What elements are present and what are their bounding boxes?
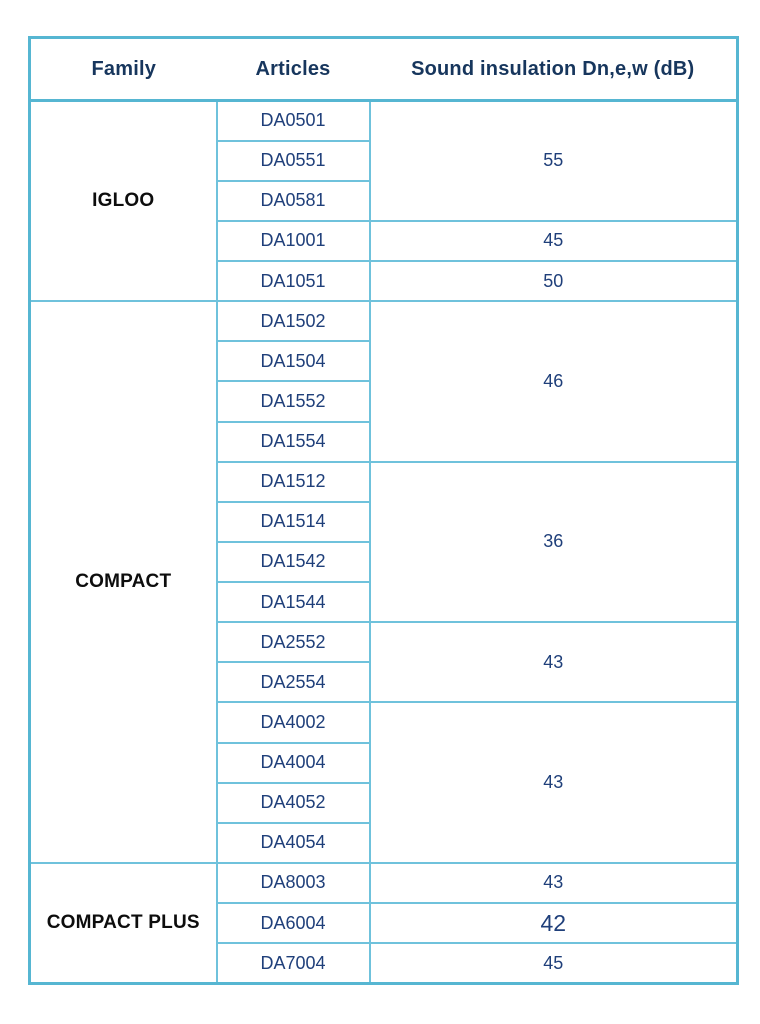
article-cell: DA1512 bbox=[215, 460, 371, 503]
table-row: DA1514 bbox=[30, 500, 738, 543]
article-cell: DA1552 bbox=[215, 380, 371, 423]
table-row: DA4004 bbox=[30, 741, 738, 784]
table-row: COMPACT PLUS DA8003 43 bbox=[28, 861, 739, 985]
article-cell: DA4052 bbox=[215, 781, 371, 824]
insulation-value-cell: 46 bbox=[368, 300, 739, 463]
article-cell: DA1542 bbox=[215, 540, 371, 584]
article-cell: DA7004 bbox=[215, 942, 371, 985]
article-cell: DA4004 bbox=[215, 741, 371, 784]
article-cell: DA1502 bbox=[215, 300, 371, 343]
table-row: DA2554 bbox=[30, 661, 738, 704]
insulation-value-cell: 43 bbox=[368, 621, 739, 704]
article-cell: DA0581 bbox=[215, 179, 371, 222]
article-cell: DA4054 bbox=[215, 821, 371, 864]
table-row: DA1554 bbox=[30, 420, 738, 463]
article-cell: DA1504 bbox=[215, 340, 371, 383]
insulation-value-cell: 42 bbox=[368, 901, 739, 945]
table-header: Family Articles Sound insulation Dn,e,w … bbox=[29, 37, 738, 102]
article-cell: DA2552 bbox=[215, 621, 371, 664]
article-cell: DA1001 bbox=[215, 219, 371, 263]
insulation-value-cell: 45 bbox=[368, 942, 739, 985]
table-row: DA4052 bbox=[30, 781, 738, 824]
col-header-family: Family bbox=[29, 37, 217, 102]
table-row: DA1051 50 bbox=[30, 259, 739, 303]
article-cell: DA2554 bbox=[215, 661, 371, 704]
header-row: Family Articles Sound insulation Dn,e,w … bbox=[29, 37, 738, 102]
family-cell-compact-plus: COMPACT PLUS bbox=[28, 861, 218, 985]
table-body: IGLOO DA0501 55 DA0551 DA0581 DA1001 45 DA1051 5… bbox=[28, 99, 739, 985]
insulation-value-cell: 55 bbox=[368, 99, 739, 222]
table-row: DA2552 43 bbox=[30, 621, 739, 704]
table-row: COMPACT DA1502 46 bbox=[28, 300, 739, 864]
article-cell: DA8003 bbox=[215, 861, 371, 905]
col-header-sound-insulation: Sound insulation Dn,e,w (dB) bbox=[369, 37, 738, 102]
article-cell: DA0501 bbox=[215, 99, 371, 142]
table-row: DA1001 45 bbox=[30, 219, 739, 263]
article-cell: DA1514 bbox=[215, 500, 371, 543]
article-cell: DA6004 bbox=[215, 901, 371, 945]
article-cell: DA0551 bbox=[215, 139, 371, 182]
table-row: DA1512 36 bbox=[30, 460, 739, 624]
table-row: DA1542 bbox=[30, 540, 738, 584]
insulation-value-cell: 36 bbox=[368, 460, 739, 624]
article-cell: DA1554 bbox=[215, 420, 371, 463]
article-cell: DA1544 bbox=[215, 580, 371, 624]
family-cell-compact: COMPACT bbox=[28, 300, 218, 864]
table-row: DA7004 45 bbox=[30, 942, 739, 985]
sound-insulation-table: Family Articles Sound insulation Dn,e,w … bbox=[28, 36, 739, 985]
table-row: DA4054 bbox=[30, 821, 738, 864]
insulation-value-cell: 50 bbox=[368, 259, 739, 303]
col-header-articles: Articles bbox=[216, 37, 370, 102]
table-row: DA4002 43 bbox=[30, 701, 739, 864]
table-row: DA1544 bbox=[30, 580, 738, 624]
family-cell-igloo: IGLOO bbox=[28, 99, 218, 303]
table-row: DA0581 bbox=[30, 179, 738, 222]
insulation-value-cell: 43 bbox=[368, 861, 739, 905]
insulation-value-cell: 43 bbox=[368, 701, 739, 864]
table-row: DA1504 bbox=[30, 340, 738, 383]
insulation-value-cell: 45 bbox=[368, 219, 739, 263]
table-row: DA1552 bbox=[30, 380, 738, 423]
table-row: DA6004 42 bbox=[30, 901, 739, 945]
article-cell: DA1051 bbox=[215, 259, 371, 303]
table-container: Family Articles Sound insulation Dn,e,w … bbox=[28, 36, 739, 985]
table-row: DA0551 bbox=[30, 139, 738, 182]
table-row: IGLOO DA0501 55 bbox=[28, 99, 739, 303]
article-cell: DA4002 bbox=[215, 701, 371, 744]
